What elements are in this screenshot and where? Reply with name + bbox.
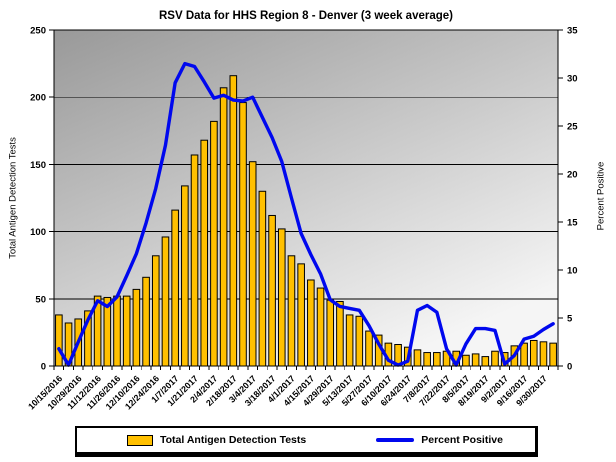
- chart-title: RSV Data for HHS Region 8 - Denver (3 we…: [159, 10, 453, 22]
- bar: [132, 288, 141, 367]
- bar: [55, 314, 63, 367]
- bar: [268, 214, 276, 367]
- svg-text:25: 25: [567, 122, 578, 133]
- bar: [471, 353, 480, 367]
- bar: [297, 263, 305, 367]
- bar: [307, 279, 315, 367]
- x-axis-labels: 10/15/201610/29/201611/12/201611/26/2016…: [26, 373, 549, 411]
- svg-text:50: 50: [35, 294, 46, 305]
- svg-text:30: 30: [567, 74, 578, 85]
- bar: [229, 75, 238, 367]
- left-axis-title: Total Antigen Detection Tests: [7, 137, 19, 259]
- bar: [248, 161, 257, 367]
- svg-text:5: 5: [567, 314, 573, 325]
- left-axis-ticks: [49, 29, 54, 367]
- bar: [345, 314, 354, 367]
- bar: [122, 295, 131, 367]
- svg-text:35: 35: [567, 26, 578, 37]
- svg-text:200: 200: [30, 93, 46, 104]
- bar: [161, 236, 170, 367]
- legend: Total Antigen Detection Tests Percent Po…: [75, 426, 538, 457]
- bar: [549, 342, 557, 367]
- bar: [462, 354, 470, 367]
- svg-text:0: 0: [567, 362, 572, 373]
- legend-item-line: Percent Positive: [376, 434, 503, 446]
- bar: [491, 350, 499, 367]
- left-axis-labels: 0 50 100 150 200 250: [30, 26, 46, 373]
- svg-text:15: 15: [567, 218, 578, 229]
- bar: [113, 295, 121, 367]
- bar: [316, 287, 325, 367]
- right-axis-labels: 0 5 10 15 20 25 30 35: [567, 26, 578, 373]
- line-swatch-icon: [376, 438, 415, 442]
- svg-text:250: 250: [30, 26, 46, 37]
- right-axis-ticks: [558, 29, 563, 367]
- right-axis-title: Percent Positive: [595, 161, 607, 231]
- bar: [423, 352, 431, 367]
- bar: [529, 339, 538, 367]
- bar: [336, 300, 344, 367]
- bar: [433, 352, 441, 367]
- bar: [151, 255, 160, 367]
- svg-text:150: 150: [30, 160, 46, 171]
- bar: [277, 228, 286, 367]
- legend-item-bars: Total Antigen Detection Tests: [127, 434, 306, 446]
- bar: [171, 209, 179, 367]
- legend-label-bars: Total Antigen Detection Tests: [160, 434, 307, 446]
- svg-text:10: 10: [567, 266, 578, 277]
- bar: [190, 154, 199, 367]
- bar: [355, 315, 364, 367]
- bar: [287, 255, 296, 367]
- x-axis-ticks: [53, 366, 559, 370]
- percent-positive-line: [57, 61, 555, 367]
- bar: [210, 120, 218, 367]
- bar: [200, 139, 209, 367]
- bar: [142, 276, 150, 367]
- bar: [219, 87, 228, 367]
- legend-label-line: Percent Positive: [421, 434, 503, 446]
- bar-swatch-icon: [127, 434, 153, 446]
- svg-text:100: 100: [30, 227, 46, 238]
- bar: [326, 299, 335, 367]
- bar: [258, 190, 267, 367]
- svg-text:0: 0: [41, 362, 46, 373]
- bar: [539, 341, 548, 367]
- bar: [481, 356, 490, 367]
- bar: [365, 330, 373, 367]
- bar: [181, 185, 189, 367]
- bar: [239, 102, 247, 367]
- svg-text:20: 20: [567, 170, 578, 181]
- bar: [413, 349, 422, 367]
- bar: [520, 342, 528, 367]
